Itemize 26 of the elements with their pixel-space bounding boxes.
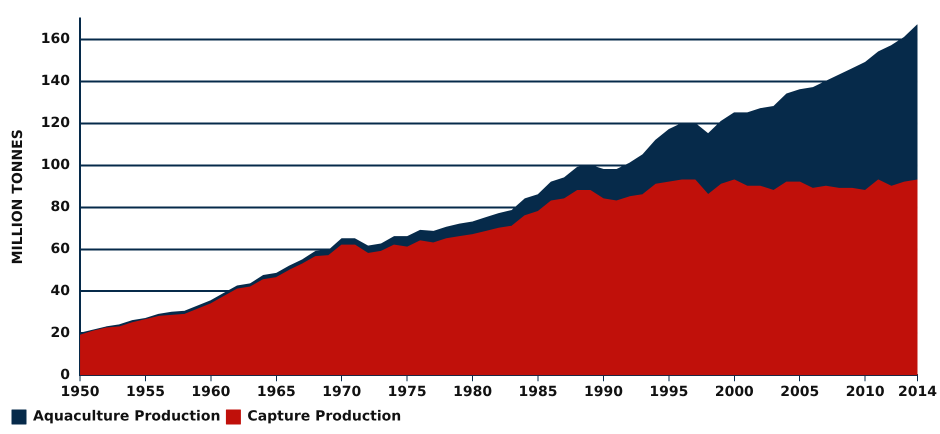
x-tick-label: 1970 xyxy=(322,384,362,400)
x-tick-label: 2010 xyxy=(846,384,885,400)
x-tick-label: 2005 xyxy=(780,384,820,400)
x-tick-label: 1965 xyxy=(256,384,296,400)
x-tick-label: 1980 xyxy=(453,384,492,400)
x-tick-label: 1990 xyxy=(584,384,624,400)
y-tick-label: 0 xyxy=(60,366,70,383)
y-tick-label: 80 xyxy=(50,198,70,215)
y-tick-label: 20 xyxy=(50,324,70,341)
y-tick-label: 120 xyxy=(40,114,70,131)
x-tick-label: 1950 xyxy=(60,384,100,400)
x-tick-label: 2000 xyxy=(714,384,754,400)
x-tick-label: 2014 xyxy=(898,384,938,400)
x-tick-label: 1985 xyxy=(518,384,558,400)
y-tick-label: 100 xyxy=(40,156,70,173)
y-tick-label: 60 xyxy=(50,240,70,257)
y-tick-label: 140 xyxy=(40,73,70,90)
x-tick-label: 1975 xyxy=(388,384,427,400)
x-tick-label: 1960 xyxy=(191,384,231,400)
x-tick-label: 1995 xyxy=(649,384,688,400)
y-tick-label: 40 xyxy=(50,282,70,299)
x-tick-label: 1955 xyxy=(126,384,165,400)
y-axis-title: MILLION TONNES xyxy=(10,129,26,264)
legend-label: Aquaculture Production xyxy=(33,408,220,425)
y-tick-label: 160 xyxy=(40,31,70,48)
legend-label: Capture Production xyxy=(247,408,402,425)
